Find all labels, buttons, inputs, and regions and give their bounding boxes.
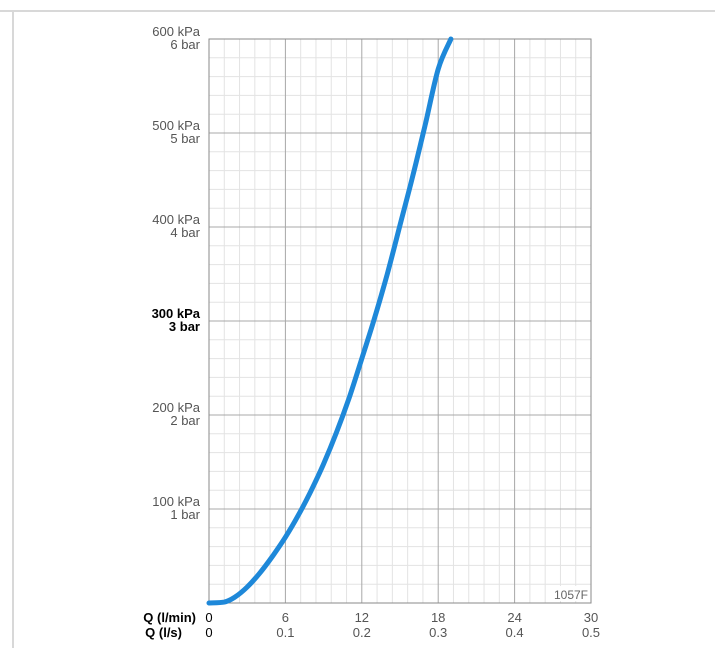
x-tick-label-ls: 0.4	[506, 625, 524, 640]
x-tick-label-lmin: 30	[584, 610, 598, 625]
x-tick-label-ls: 0	[205, 625, 212, 640]
y-tick-label-bar: 4 bar	[170, 225, 200, 240]
code-label: 1057F	[554, 588, 588, 602]
y-tick-label-bar: 1 bar	[170, 507, 200, 522]
x-axis-title-lmin: Q (l/min)	[143, 610, 196, 625]
major-grid	[209, 39, 591, 603]
x-tick-label-lmin: 6	[282, 610, 289, 625]
y-tick-label-bar: 3 bar	[169, 319, 200, 334]
x-tick-label-lmin: 24	[507, 610, 521, 625]
x-tick-label-ls: 0.1	[276, 625, 294, 640]
x-axis-title-ls: Q (l/s)	[145, 625, 182, 640]
x-tick-label-lmin: 0	[205, 610, 212, 625]
y-tick-label-bar: 2 bar	[170, 413, 200, 428]
x-tick-label-ls: 0.3	[429, 625, 447, 640]
x-tick-label-lmin: 18	[431, 610, 445, 625]
y-tick-label-bar: 6 bar	[170, 37, 200, 52]
x-axis-labels: 00 60.1 120.2 180.3 240.4 300.5	[205, 610, 600, 640]
x-tick-label-ls: 0.2	[353, 625, 371, 640]
x-tick-label-ls: 0.5	[582, 625, 600, 640]
y-tick-label-bar: 5 bar	[170, 131, 200, 146]
x-tick-label-lmin: 12	[355, 610, 369, 625]
